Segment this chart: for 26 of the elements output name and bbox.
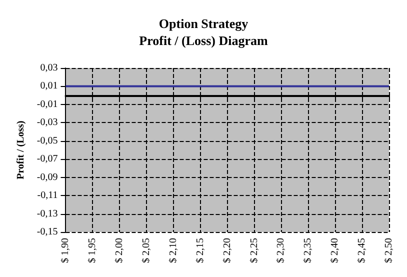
x-tick-label: $ 2,25: [248, 238, 260, 263]
y-tick-label: 0,03: [40, 62, 58, 74]
x-tick-label: $ 2,00: [114, 238, 126, 263]
x-tick-label: $ 1,95: [87, 238, 98, 263]
x-tick-label: $ 1,90: [60, 238, 72, 263]
y-tick-label: -0,09: [36, 172, 58, 183]
y-tick-label: -0,05: [36, 135, 58, 146]
y-axis-title: Profit / (Loss): [16, 120, 26, 180]
x-tick-label: $ 2,50: [384, 238, 394, 263]
y-tick-label: -0,07: [36, 154, 58, 165]
x-tick-label: $ 2,35: [302, 238, 314, 263]
y-tick-label: -0,15: [36, 226, 58, 238]
x-tick-label: $ 2,20: [222, 238, 233, 263]
y-tick-label: -0,13: [36, 208, 58, 220]
x-tick-label: $ 2,40: [330, 238, 341, 263]
x-tick-label: $ 2,10: [168, 238, 179, 263]
x-tick-label: $ 2,05: [141, 238, 152, 263]
chart-subtitle: Profit / (Loss) Diagram: [139, 33, 268, 48]
chart-title: Option Strategy: [158, 16, 249, 31]
x-tick-label: $ 2,15: [194, 238, 206, 263]
y-tick-label: -0,01: [36, 98, 58, 110]
y-tick-label: -0,03: [36, 117, 58, 128]
x-tick-label: $ 2,30: [276, 238, 287, 263]
y-tick-label: -0,11: [37, 190, 58, 202]
y-tick-label: 0,01: [40, 80, 58, 92]
x-tick-label: $ 2,45: [356, 238, 368, 263]
